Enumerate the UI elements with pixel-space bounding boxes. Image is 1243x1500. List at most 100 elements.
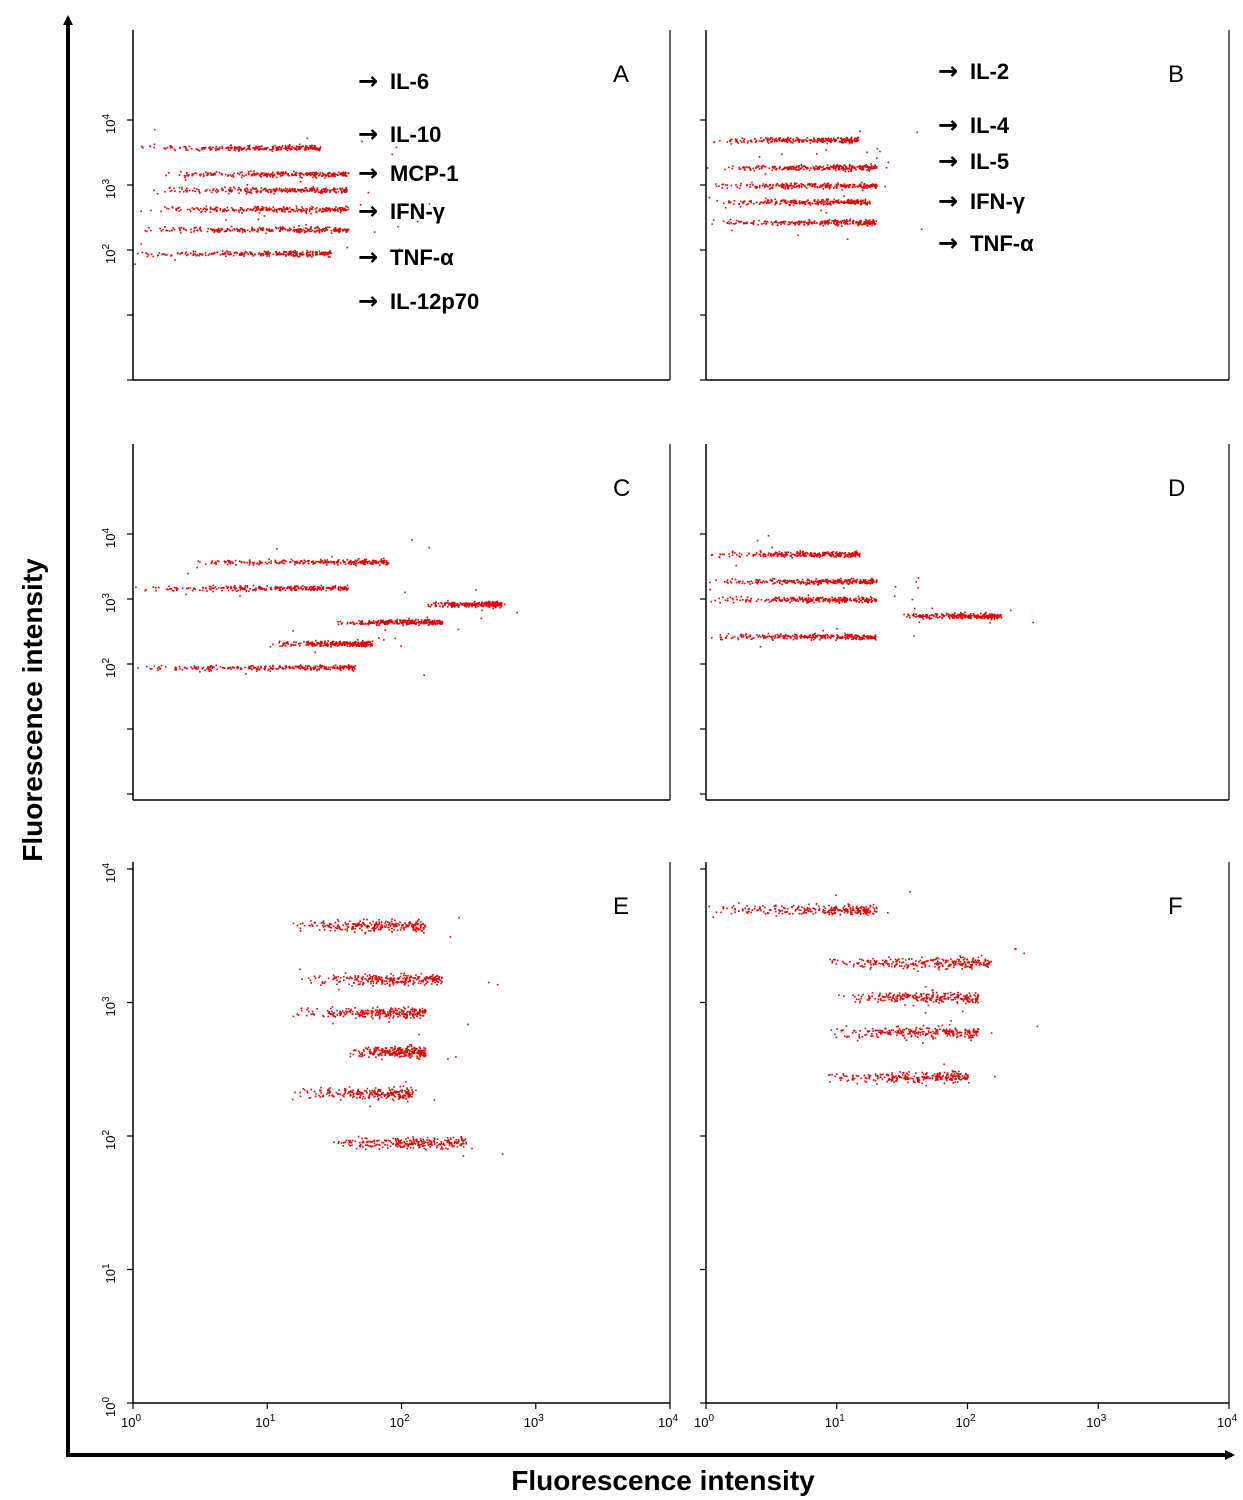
data-point-outlier: [758, 156, 761, 158]
data-point: [339, 208, 341, 210]
data-point: [305, 668, 308, 671]
data-point: [365, 641, 368, 643]
data-point: [807, 202, 810, 204]
data-point: [199, 671, 201, 673]
data-point: [312, 643, 314, 645]
data-point: [359, 620, 362, 623]
data-point: [287, 229, 289, 231]
data-point: [809, 554, 811, 556]
data-point: [294, 148, 296, 150]
data-point: [352, 669, 355, 672]
data-point: [324, 561, 327, 564]
data-point-outlier: [885, 167, 888, 169]
data-point: [253, 174, 255, 177]
data-point: [378, 564, 381, 567]
data-point: [267, 253, 269, 256]
data-point: [236, 148, 238, 150]
data-point: [428, 619, 431, 621]
data-point: [492, 603, 495, 606]
data-point: [345, 186, 347, 189]
data-point: [247, 189, 249, 191]
data-point: [260, 148, 262, 150]
data-point: [301, 177, 303, 179]
data-point: [302, 585, 304, 587]
data-point: [178, 174, 181, 176]
data-point: [278, 230, 281, 232]
data-point: [292, 254, 294, 256]
data-point: [759, 201, 762, 204]
data-point: [487, 603, 490, 605]
data-point: [346, 588, 348, 591]
data-point: [748, 200, 751, 203]
data-point: [251, 229, 254, 232]
data-point: [307, 228, 310, 231]
data-point: [234, 147, 236, 149]
data-point: [326, 209, 328, 212]
data-point: [300, 145, 303, 148]
data-point: [390, 619, 393, 621]
data-point: [828, 188, 831, 190]
data-point: [865, 166, 868, 168]
data-point: [816, 186, 818, 189]
data-point: [814, 167, 816, 169]
data-point: [296, 149, 298, 151]
data-point: [314, 231, 316, 234]
data-point: [785, 552, 787, 555]
data-point: [295, 174, 298, 177]
data-point: [266, 229, 268, 231]
data-point: [206, 230, 209, 233]
data-point: [238, 148, 241, 151]
data-point: [797, 223, 799, 225]
data-point-outlier: [781, 153, 783, 156]
data-point: [216, 229, 219, 231]
data-point: [290, 589, 293, 591]
data-point: [357, 643, 360, 646]
data-point: [871, 184, 874, 186]
data-point: [190, 252, 192, 255]
data-point: [402, 621, 405, 624]
data-point: [389, 619, 391, 621]
data-point: [202, 666, 205, 669]
data-point: [793, 182, 796, 184]
data-point: [827, 184, 830, 187]
data-point: [848, 138, 851, 141]
data-point: [322, 227, 324, 230]
data-point: [315, 210, 317, 213]
data-point: [711, 223, 713, 225]
data-point: [796, 182, 798, 185]
data-point: [319, 253, 321, 256]
data-point: [263, 589, 266, 591]
data-point: [239, 585, 242, 587]
data-point: [330, 589, 332, 591]
data-point: [812, 166, 815, 168]
data-point: [266, 146, 268, 149]
data-point: [274, 586, 276, 589]
data-point: [260, 227, 262, 230]
data-point: [194, 253, 196, 256]
data-point-outlier: [245, 673, 247, 675]
data-point: [292, 229, 295, 231]
data-point: [427, 605, 430, 607]
data-point: [816, 200, 818, 203]
data-point: [780, 554, 783, 557]
data-point: [845, 137, 848, 139]
data-point: [415, 618, 417, 621]
data-point: [776, 554, 779, 556]
data-point: [300, 191, 303, 193]
data-point: [282, 668, 284, 670]
data-point: [312, 187, 315, 190]
data-point: [824, 140, 826, 143]
data-point: [364, 641, 366, 644]
data-point: [255, 190, 258, 193]
data-point: [276, 562, 279, 564]
data-point: [848, 202, 851, 204]
data-point: [229, 230, 232, 232]
data-point: [791, 220, 793, 223]
data-point: [738, 166, 741, 169]
data-point: [408, 623, 410, 625]
data-point: [796, 185, 798, 187]
data-point: [863, 183, 865, 186]
data-point: [377, 620, 380, 622]
data-point: [332, 209, 335, 211]
data-point: [282, 226, 285, 229]
